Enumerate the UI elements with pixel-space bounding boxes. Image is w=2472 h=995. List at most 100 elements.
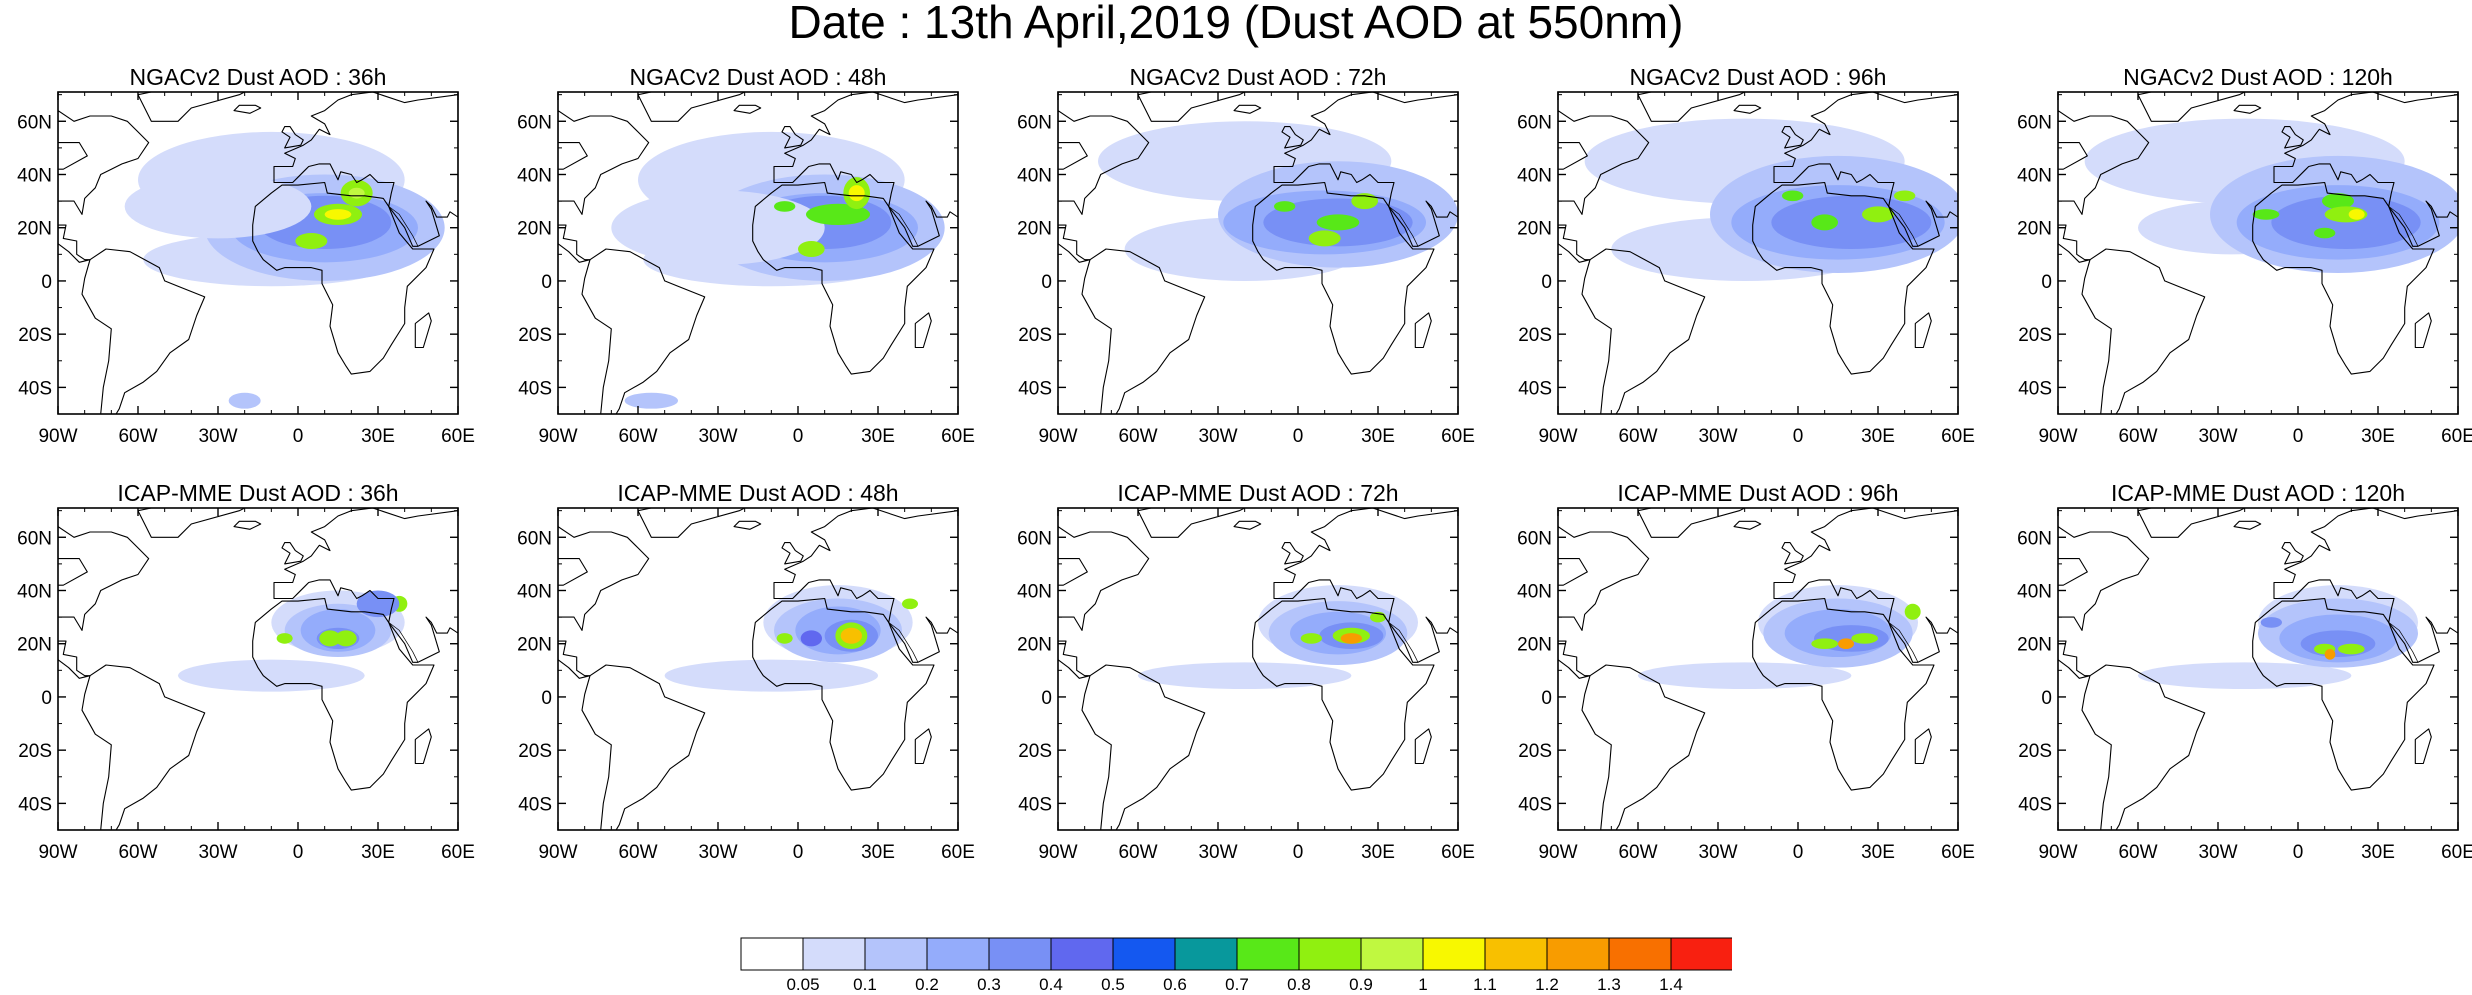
dust-plume xyxy=(776,633,793,644)
lat-tick-label: 20S xyxy=(18,325,52,346)
panel-title: ICAP-MME Dust AOD : 48h xyxy=(617,480,899,506)
coastlines xyxy=(1058,508,1458,830)
colorbar-tick-label: 0.3 xyxy=(977,975,1001,994)
dust-plume xyxy=(178,659,365,692)
coastline xyxy=(137,508,246,538)
lon-tick-label: 60W xyxy=(2118,842,2157,863)
lon-tick-label: 90W xyxy=(2038,842,2077,863)
colorbar-swatch xyxy=(1236,937,1300,971)
coastline xyxy=(2137,508,2246,538)
coastline xyxy=(1137,92,1246,122)
lat-tick-label: 60N xyxy=(2017,528,2052,549)
dust-plume xyxy=(1274,201,1296,212)
lat-tick-label: 20N xyxy=(1517,635,1552,656)
lat-tick-label: 60N xyxy=(17,528,52,549)
coastline xyxy=(1733,520,1762,530)
border-line xyxy=(388,622,419,663)
lon-tick-label: 30W xyxy=(1198,426,1237,447)
lon-tick-label: 60E xyxy=(2441,842,2472,863)
coastline xyxy=(1914,728,1932,765)
dust-plume xyxy=(228,392,261,409)
coastline xyxy=(1281,542,1304,565)
lon-tick-label: 30W xyxy=(2198,842,2237,863)
lat-tick-label: 0 xyxy=(41,688,52,709)
lon-tick-label: 60E xyxy=(1441,426,1475,447)
dust-plume xyxy=(1638,662,1852,689)
coastlines xyxy=(558,508,958,830)
coastline xyxy=(2233,520,2262,530)
coastline xyxy=(1252,181,1435,375)
colorbar-swatch xyxy=(1174,937,1238,971)
lon-tick-label: 60W xyxy=(1618,842,1657,863)
coastline xyxy=(2058,224,2091,263)
map-panel: ICAP-MME Dust AOD : 36h 60N 40N 20N 0 20S 40S 9… xyxy=(0,480,498,900)
colorbar-tick-label: 0.9 xyxy=(1349,975,1373,994)
coastline xyxy=(1558,110,1650,215)
colorbar-tick-label: 1.2 xyxy=(1535,975,1559,994)
lat-tick-label: 0 xyxy=(1541,272,1552,293)
map-frame xyxy=(57,507,459,831)
lon-tick-label: 30E xyxy=(1361,842,1395,863)
map-plot: 60N 40N 20N 0 20S 40S 90W 60W 30W 0 30E 60E xyxy=(1517,91,1975,447)
border-line xyxy=(1888,206,1919,247)
coastline xyxy=(281,542,304,565)
lon-tick-label: 90W xyxy=(1538,842,1577,863)
map-axes: 60N 40N 20N 0 20S 40S 90W 60W 30W 0 30E 60E xyxy=(2017,92,2472,447)
lat-tick-label: 20N xyxy=(17,219,52,240)
coastline xyxy=(558,640,591,679)
coastline xyxy=(733,104,762,114)
coastline xyxy=(1273,508,1458,663)
colorbar-swatch xyxy=(864,937,928,971)
lat-tick-label: 60N xyxy=(1017,112,1052,133)
coastline xyxy=(1781,126,1804,149)
dust-plume xyxy=(2314,227,2336,239)
coastline xyxy=(1233,104,1262,114)
lat-tick-label: 20N xyxy=(2017,219,2052,240)
lat-tick-label: 40S xyxy=(18,378,52,399)
coastline xyxy=(2414,312,2432,349)
colorbar-swatch xyxy=(1050,937,1114,971)
colorbar-swatch xyxy=(1112,937,1176,971)
coastline xyxy=(1773,508,1958,663)
lat-tick-label: 40S xyxy=(2018,794,2052,815)
lat-tick-label: 20N xyxy=(2017,635,2052,656)
lon-tick-label: 60W xyxy=(2118,426,2157,447)
coastline xyxy=(1558,224,1591,263)
coastline xyxy=(781,542,804,565)
dust-aod-field xyxy=(1098,121,1458,281)
coastline xyxy=(58,224,91,263)
lon-tick-label: 0 xyxy=(2293,842,2304,863)
coastline xyxy=(2273,508,2458,663)
lat-tick-label: 60N xyxy=(1017,528,1052,549)
lon-tick-label: 0 xyxy=(1793,426,1804,447)
coastline xyxy=(1558,640,1591,679)
panel-title: ICAP-MME Dust AOD : 72h xyxy=(1117,480,1399,506)
lon-tick-label: 60W xyxy=(618,842,657,863)
coastline xyxy=(414,728,432,765)
figure-title: Date : 13th April,2019 (Dust AOD at 550n… xyxy=(788,0,1684,48)
lon-tick-label: 60E xyxy=(941,842,975,863)
lon-tick-label: 60E xyxy=(441,426,475,447)
lat-tick-label: 40N xyxy=(17,581,52,602)
coastline xyxy=(1058,224,1091,263)
lon-tick-label: 30E xyxy=(1861,426,1895,447)
border-line xyxy=(388,206,419,247)
dust-plume xyxy=(2322,193,2354,210)
lat-tick-label: 40N xyxy=(1517,165,1552,186)
coastline xyxy=(773,92,958,247)
lat-tick-label: 0 xyxy=(1541,688,1552,709)
map-panel: NGACv2 Dust AOD : 72h 60N 40N 20N 0 20S 40S 90W… xyxy=(1000,64,1498,484)
coastline xyxy=(1058,640,1091,679)
dust-plume xyxy=(124,174,312,239)
lon-tick-label: 30W xyxy=(1198,842,1237,863)
dust-plume xyxy=(276,633,293,644)
lon-tick-label: 30W xyxy=(698,842,737,863)
dust-plume xyxy=(806,203,870,226)
map-axes: 60N 40N 20N 0 20S 40S 90W 60W 30W 0 30E 60E xyxy=(1017,508,1475,863)
lon-tick-label: 60W xyxy=(1618,426,1657,447)
dust-aod-field xyxy=(664,585,918,692)
coastline xyxy=(2233,104,2262,114)
coastline xyxy=(137,92,246,122)
panel-title: NGACv2 Dust AOD : 120h xyxy=(2123,64,2393,90)
lon-tick-label: 90W xyxy=(1538,426,1577,447)
